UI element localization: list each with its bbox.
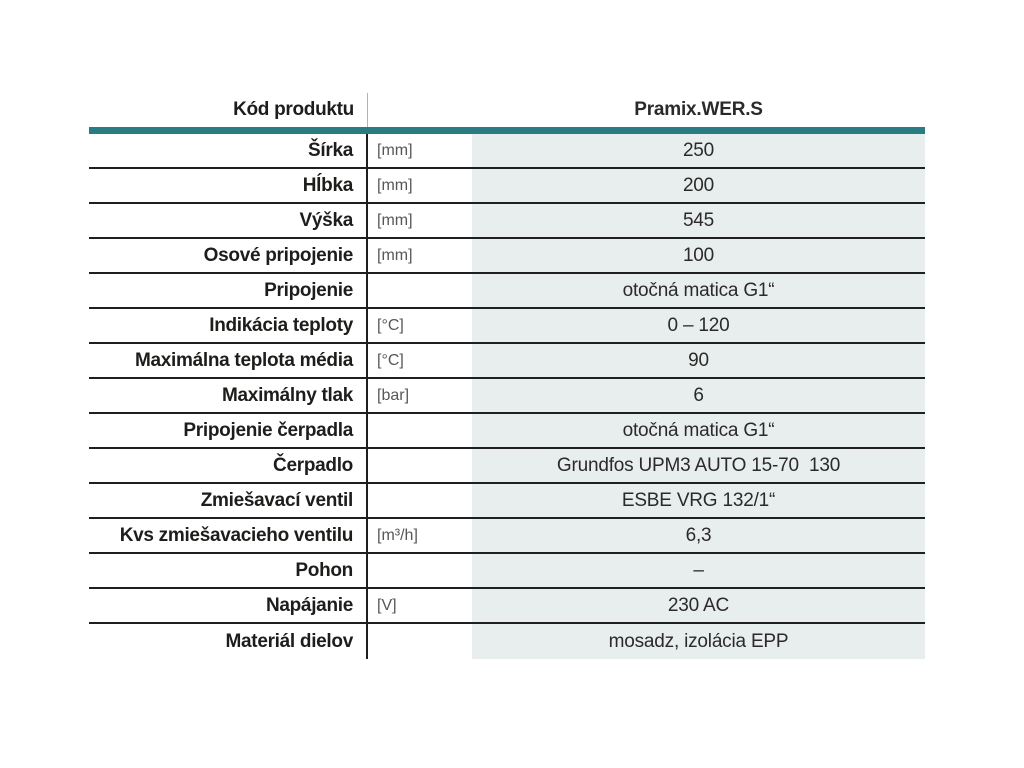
spec-label: Pohon	[89, 554, 368, 587]
spec-value: 230 AC	[472, 589, 925, 622]
header-product-name: Pramix.WER.S	[634, 99, 763, 120]
header-unit-spacer	[368, 93, 472, 127]
spec-value: otočná matica G1“	[472, 414, 925, 447]
spec-value: 0 – 120	[472, 309, 925, 342]
table-row: Maximálna teplota média [°C] 90	[89, 344, 925, 379]
spec-value: 100	[472, 239, 925, 272]
table-row: Napájanie [V] 230 AC	[89, 589, 925, 624]
spec-value: 250	[472, 134, 925, 167]
spec-label: Pripojenie	[89, 274, 368, 307]
spec-label: Maximálna teplota média	[89, 344, 368, 377]
spec-unit: [bar]	[377, 386, 410, 404]
spec-label: Maximálny tlak	[89, 379, 368, 412]
header-label: Kód produktu	[89, 93, 368, 127]
table-row: Zmiešavací ventil ESBE VRG 132/1“	[89, 484, 925, 519]
spec-unit: [V]	[377, 596, 397, 614]
spec-value: otočná matica G1“	[472, 274, 925, 307]
product-spec-table: Kód produktu Pramix.WER.S Šírka [mm] 250…	[89, 93, 925, 659]
spec-label: Pripojenie čerpadla	[89, 414, 368, 447]
spec-unit	[368, 554, 472, 587]
spec-unit: [mm]	[377, 176, 413, 194]
spec-label: Výška	[89, 204, 368, 237]
spec-value: 6	[472, 379, 925, 412]
spec-unit	[368, 449, 472, 482]
spec-label: Hĺbka	[89, 169, 368, 202]
spec-label: Materiál dielov	[89, 624, 368, 659]
table-row: Šírka [mm] 250	[89, 134, 925, 169]
spec-value: 6,3	[472, 519, 925, 552]
table-row: Osové pripojenie [mm] 100	[89, 239, 925, 274]
spec-unit	[368, 484, 472, 517]
table-row: Pripojenie čerpadla otočná matica G1“	[89, 414, 925, 449]
spec-label: Čerpadlo	[89, 449, 368, 482]
spec-label: Zmiešavací ventil	[89, 484, 368, 517]
table-row: Čerpadlo Grundfos UPM3 AUTO 15-70 130	[89, 449, 925, 484]
spec-value: ESBE VRG 132/1“	[472, 484, 925, 517]
spec-label: Kvs zmiešavacieho ventilu	[89, 519, 368, 552]
table-row: Výška [mm] 545	[89, 204, 925, 239]
table-row: Indikácia teploty [°C] 0 – 120	[89, 309, 925, 344]
spec-label: Indikácia teploty	[89, 309, 368, 342]
table-header-row: Kód produktu Pramix.WER.S	[89, 93, 925, 127]
spec-unit: [mm]	[377, 141, 413, 159]
spec-value: Grundfos UPM3 AUTO 15-70 130	[472, 449, 925, 482]
header-accent-bar	[89, 127, 925, 134]
table-row: Kvs zmiešavacieho ventilu [m³/h] 6,3	[89, 519, 925, 554]
spec-value: 200	[472, 169, 925, 202]
table-row: Maximálny tlak [bar] 6	[89, 379, 925, 414]
table-row: Pripojenie otočná matica G1“	[89, 274, 925, 309]
table-row: Pohon –	[89, 554, 925, 589]
spec-unit: [m³/h]	[377, 526, 418, 544]
spec-unit	[368, 414, 472, 447]
spec-unit: [°C]	[377, 351, 404, 369]
spec-value: mosadz, izolácia EPP	[472, 624, 925, 659]
spec-label: Osové pripojenie	[89, 239, 368, 272]
spec-unit	[368, 624, 472, 659]
spec-unit: [mm]	[377, 246, 413, 264]
spec-value: 90	[472, 344, 925, 377]
spec-value: –	[472, 554, 925, 587]
spec-unit	[368, 274, 472, 307]
spec-label: Napájanie	[89, 589, 368, 622]
spec-unit: [mm]	[377, 211, 413, 229]
table-row: Hĺbka [mm] 200	[89, 169, 925, 204]
spec-value: 545	[472, 204, 925, 237]
spec-unit: [°C]	[377, 316, 404, 334]
spec-label: Šírka	[89, 134, 368, 167]
table-row: Materiál dielov mosadz, izolácia EPP	[89, 624, 925, 659]
